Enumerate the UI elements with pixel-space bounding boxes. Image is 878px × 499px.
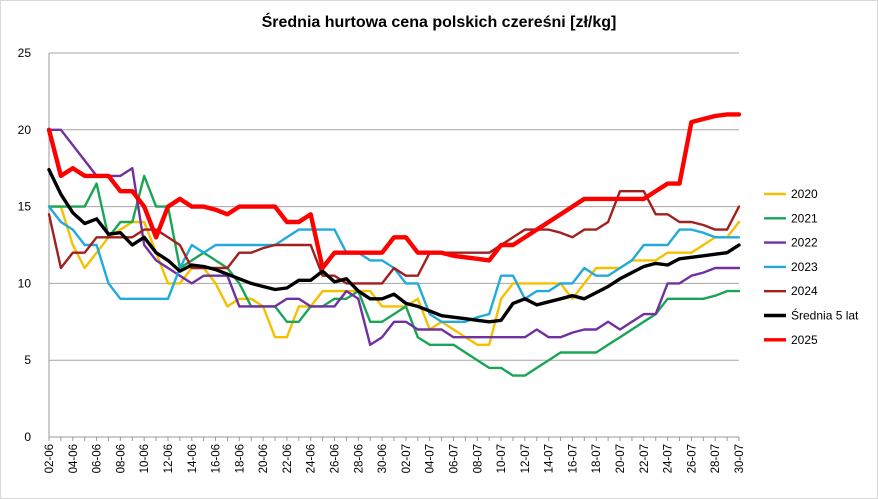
gridlines — [48, 52, 739, 438]
series-line-2022 — [47, 128, 741, 346]
legend-label-2023: 2023 — [791, 260, 818, 274]
x-axis-ticks: 02-06 04-06 06-06 08-06 10-06 12-06 14-06 16-06… — [44, 437, 746, 473]
x-tick-label: 24-07 — [663, 444, 675, 473]
x-tick-label: 08-07 — [472, 444, 484, 473]
x-tick-label: 04-07 — [425, 444, 437, 473]
series-line--rednia-5-lat — [47, 167, 741, 324]
x-tick-label: 22-07 — [639, 444, 651, 473]
legend-label-2020: 2020 — [791, 187, 818, 201]
y-axis-ticks: 0 5 10 15 20 25 — [18, 46, 32, 444]
x-tick-label: 02-07 — [401, 444, 413, 473]
y-tick-label: 5 — [24, 353, 31, 367]
y-tick-label: 10 — [18, 276, 32, 290]
legend: 2020 2021 2022 2023 2024 Średnia 5 lat 2025 — [764, 187, 859, 347]
x-tick-label: 26-07 — [686, 444, 698, 473]
x-tick-label: 04-06 — [68, 444, 80, 473]
x-tick-label: 02-06 — [44, 444, 56, 473]
x-tick-label: 20-07 — [615, 444, 627, 473]
x-tick-label: 26-06 — [330, 444, 342, 473]
chart-title: Średnia hurtowa cena polskich czereśni [… — [261, 14, 617, 31]
x-tick-label: 12-07 — [520, 444, 532, 473]
x-tick-label: 24-06 — [306, 444, 318, 473]
x-tick-label: 14-06 — [187, 444, 199, 473]
series-line-2024 — [47, 189, 741, 285]
legend-label-2024: 2024 — [791, 284, 818, 298]
series-line-2021 — [47, 174, 741, 377]
series-lines — [46, 112, 742, 377]
x-tick-label: 10-06 — [139, 444, 151, 473]
x-tick-label: 06-06 — [92, 444, 104, 473]
x-tick-label: 10-07 — [496, 444, 508, 473]
y-tick-label: 15 — [18, 200, 32, 214]
x-tick-label: 20-06 — [258, 444, 270, 473]
y-tick-label: 25 — [18, 46, 32, 60]
x-tick-label: 22-06 — [282, 444, 294, 473]
x-tick-label: 16-06 — [211, 444, 223, 473]
y-tick-label: 20 — [18, 123, 32, 137]
legend-label--rednia-5-lat: Średnia 5 lat — [791, 308, 859, 323]
y-tick-label: 0 — [24, 430, 31, 444]
series-line-2025 — [46, 112, 742, 271]
x-tick-label: 08-06 — [115, 444, 127, 473]
x-tick-label: 06-07 — [448, 444, 460, 473]
legend-label-2025: 2025 — [791, 333, 818, 347]
x-tick-label: 28-06 — [353, 444, 365, 473]
x-tick-label: 16-07 — [567, 444, 579, 473]
x-tick-label: 12-06 — [163, 444, 175, 473]
x-tick-label: 28-07 — [710, 444, 722, 473]
x-tick-label: 14-07 — [544, 444, 556, 473]
x-tick-label: 30-07 — [734, 444, 746, 473]
legend-label-2021: 2021 — [791, 211, 818, 225]
legend-label-2022: 2022 — [791, 236, 818, 250]
x-tick-label: 30-06 — [377, 444, 389, 473]
x-tick-label: 18-06 — [234, 444, 246, 473]
x-tick-label: 18-07 — [591, 444, 603, 473]
